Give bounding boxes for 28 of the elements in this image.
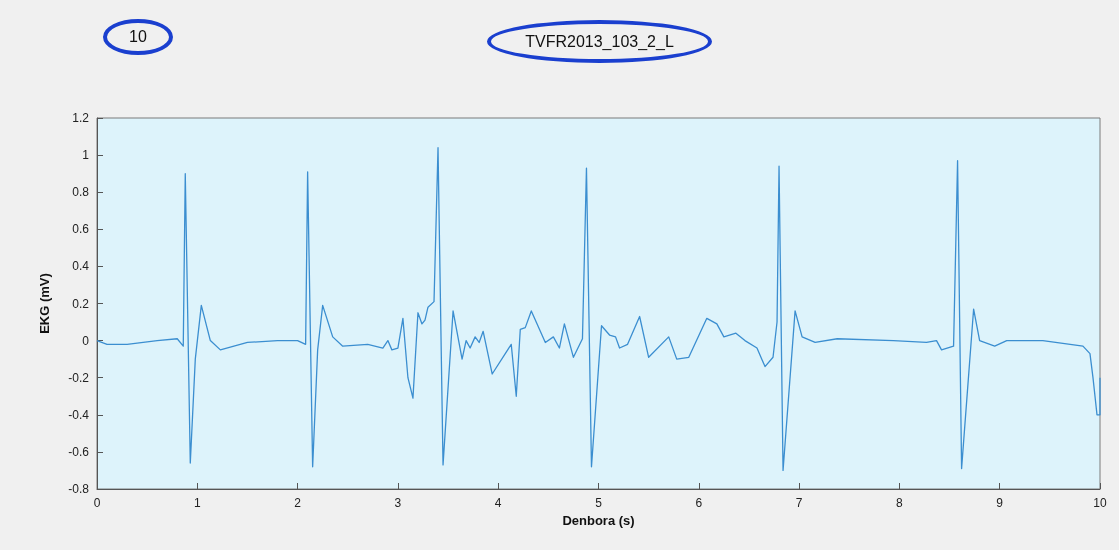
x-tick-label: 0 — [93, 496, 101, 510]
oval-outline: 10 — [103, 19, 173, 55]
y-tick-label: 0.6 — [72, 222, 90, 237]
x-tick-label: 1 — [193, 496, 201, 510]
x-tick-label: 5 — [595, 496, 603, 510]
y-tick-label: 0.4 — [72, 259, 90, 274]
x-tick-label: 2 — [294, 496, 302, 510]
y-tick-label: -0.6 — [68, 444, 90, 459]
x-tick-label: 6 — [695, 496, 703, 510]
x-tick-label: 8 — [896, 496, 904, 510]
x-tick-label: 10 — [1093, 496, 1107, 510]
y-tick-label: -0.2 — [68, 370, 90, 385]
y-tick-label: 0.8 — [72, 185, 90, 200]
y-axis-title: EKG (mV) — [37, 273, 52, 334]
chart-title: TVFR2013_103_2_L — [525, 32, 674, 51]
oval-outline: TVFR2013_103_2_L — [487, 20, 712, 63]
y-tick-label: -0.4 — [68, 407, 90, 422]
x-tick-label: 9 — [996, 496, 1004, 510]
x-axis-title: Denbora (s) — [562, 512, 635, 528]
y-tick-label: 0.2 — [72, 296, 90, 311]
y-tick-label: 1.2 — [72, 111, 90, 125]
x-tick-label: 3 — [394, 496, 402, 510]
line-series — [96, 147, 1101, 472]
y-tick-label: -0.8 — [68, 482, 90, 496]
x-tick-label: 4 — [494, 496, 502, 510]
x-tick-label: 7 — [795, 496, 803, 510]
y-tick-label: 1 — [82, 148, 90, 163]
y-tick-label: 0 — [82, 333, 90, 348]
